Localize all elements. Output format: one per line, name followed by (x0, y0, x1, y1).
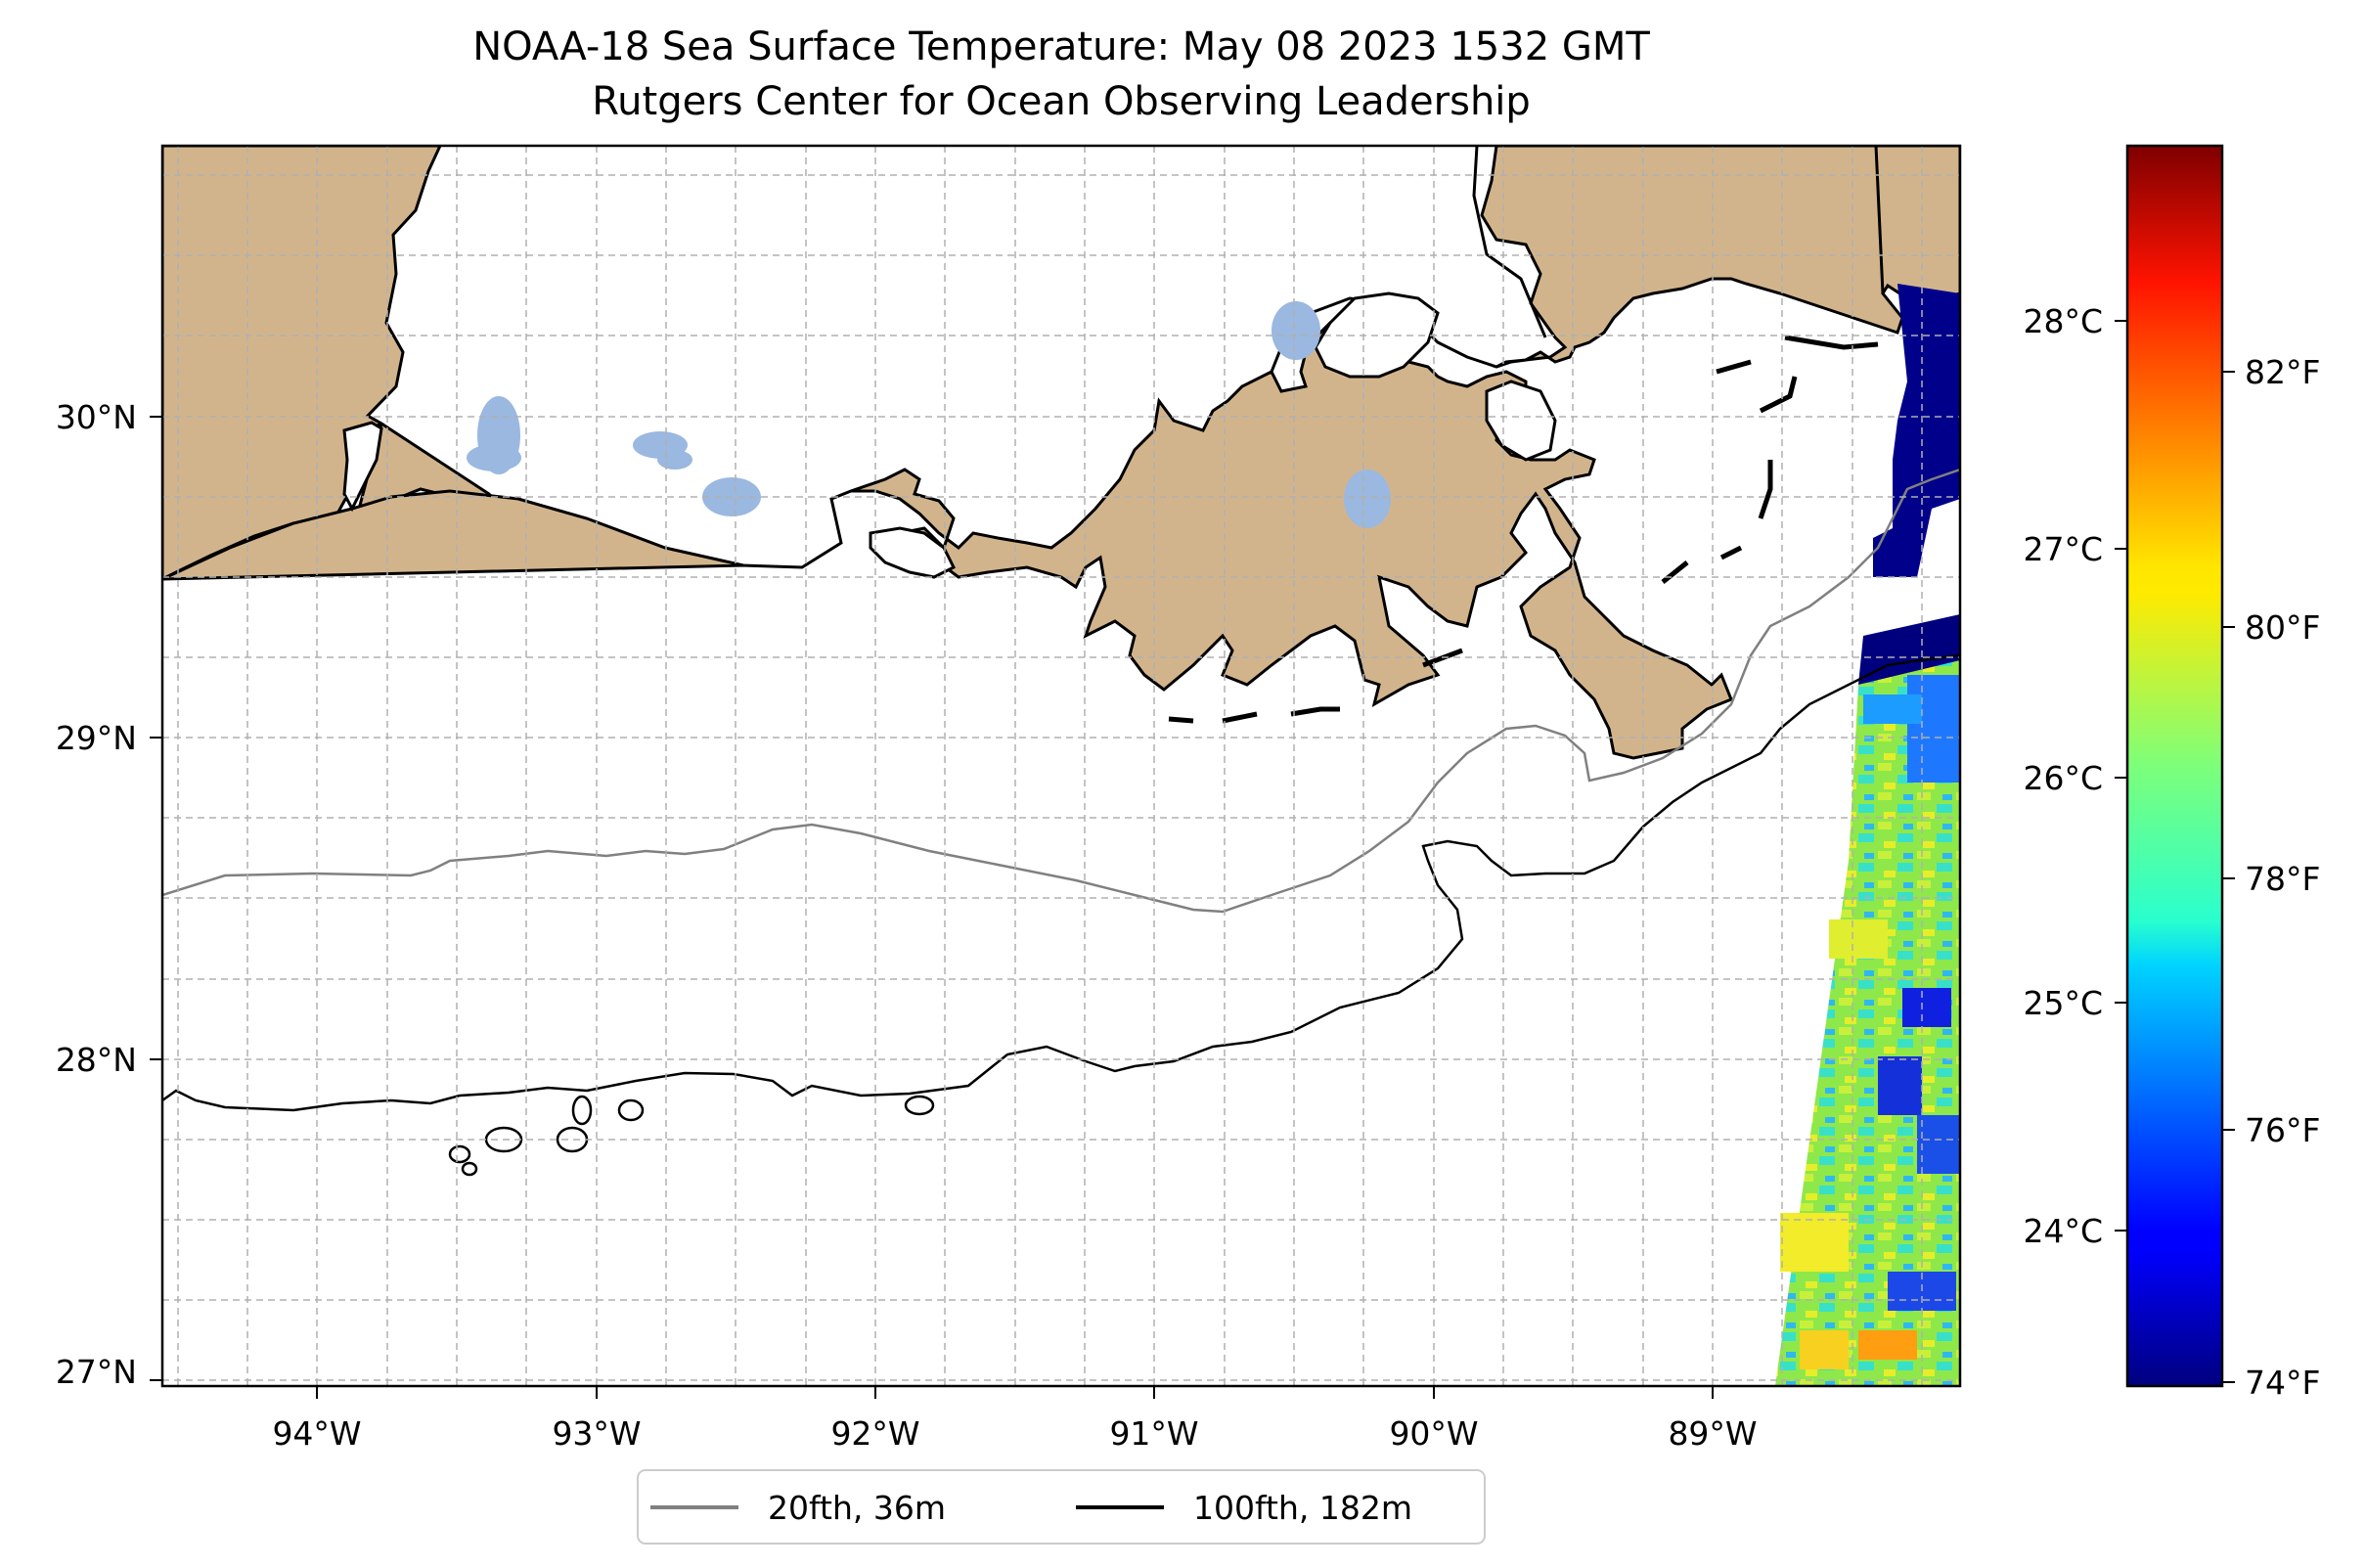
lake (467, 444, 521, 471)
lake (657, 450, 692, 470)
lake (1272, 301, 1320, 360)
colorbar-celsius-label: 24°C (2023, 1212, 2103, 1250)
state-border (1472, 146, 1547, 338)
axis-ticks (150, 416, 1714, 1399)
colorbar-celsius-label: 27°C (2023, 530, 2103, 568)
legend-label-20fth: 20fth, 36m (768, 1489, 946, 1527)
lon-label: 93°W (552, 1414, 641, 1453)
lon-label: 89°W (1668, 1414, 1757, 1453)
lon-label: 94°W (272, 1414, 361, 1453)
colorbar-fahrenheit-label: 76°F (2245, 1111, 2320, 1149)
legend: 20fth, 36m 100fth, 182m (637, 1469, 1486, 1545)
lat-label: 27°N (56, 1353, 137, 1391)
lon-label: 90°W (1389, 1414, 1478, 1453)
vermilion-bay (869, 526, 957, 579)
ocean-area (162, 146, 1960, 1386)
colorbar: 28°C 27°C 26°C 25°C 24°C 82°F 80°F 78°F … (2023, 144, 2320, 1402)
colorbar-fahrenheit-label: 78°F (2245, 860, 2320, 898)
lat-label: 29°N (56, 719, 137, 757)
map-frame (160, 144, 1962, 1388)
colorbar-fahrenheit-label: 80°F (2245, 608, 2320, 647)
lon-label: 91°W (1109, 1414, 1198, 1453)
colorbar-fahrenheit-label: 74°F (2245, 1364, 2320, 1402)
lat-label: 30°N (56, 398, 137, 436)
colorbar-fahrenheit-label: 82°F (2245, 353, 2320, 391)
barrier-islands (1168, 335, 1879, 724)
colorbar-gradient (2125, 144, 2224, 1388)
map-title: NOAA-18 Sea Surface Temperature: May 08 … (472, 24, 1650, 69)
lat-label: 28°N (56, 1041, 137, 1079)
contour-100fth (162, 653, 1960, 1112)
legend-label-100fth: 100fth, 182m (1193, 1489, 1412, 1527)
gridlines (162, 146, 1960, 1386)
calcasieu-lake (342, 421, 383, 513)
colorbar-celsius-label: 25°C (2023, 984, 2103, 1022)
colorbar-celsius-label: 26°C (2023, 759, 2103, 797)
colorbar-celsius-label: 28°C (2023, 302, 2103, 340)
map-subtitle: Rutgers Center for Ocean Observing Leade… (592, 79, 1531, 124)
contour-20fth (162, 468, 1960, 914)
lon-label: 92°W (830, 1414, 919, 1453)
lake (1344, 470, 1391, 528)
sst-swath (1775, 284, 1960, 1386)
state-border (1874, 146, 1885, 294)
